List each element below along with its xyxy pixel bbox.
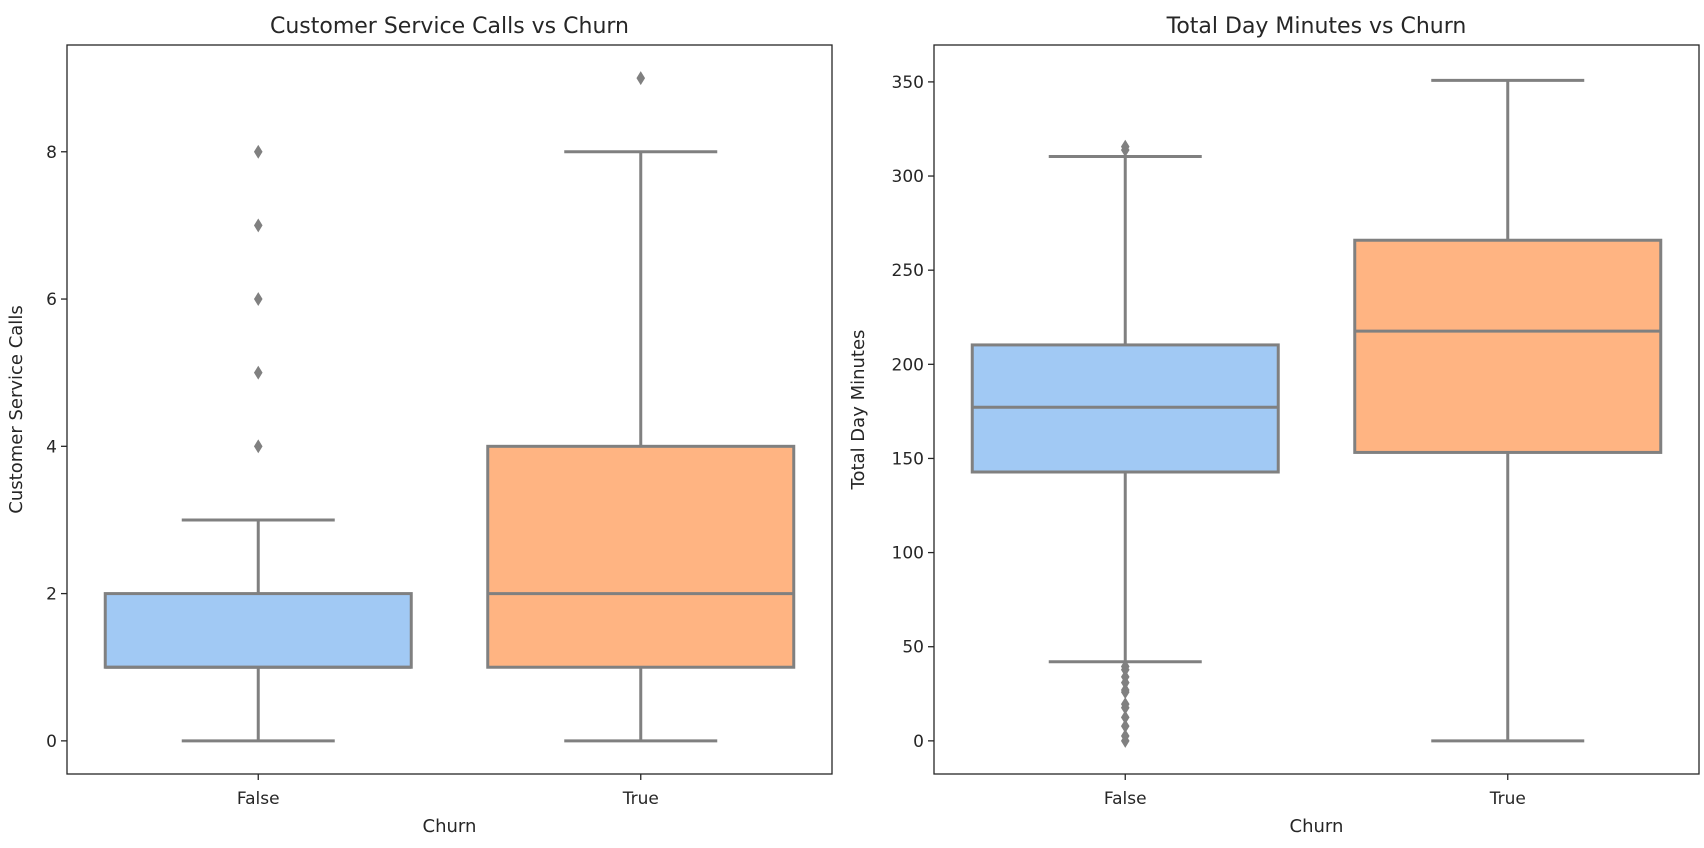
panel2-x-tick-label-false: False: [1104, 789, 1147, 809]
panel1-axes-frame: [66, 44, 833, 775]
panel1-box-true: [486, 444, 796, 669]
panel1-box-true-outlier: [636, 71, 646, 86]
panel1-box-false-outlier: [253, 144, 263, 159]
panel1-box-false-outlier: [253, 292, 263, 306]
panel2-x-axis-label: Churn: [1290, 816, 1344, 837]
panel1-y-axis-label: Customer Service Calls: [6, 305, 27, 513]
panel2-box-false-outlier: [1120, 697, 1130, 712]
panel1-box-false-outlier: [253, 218, 263, 233]
panel1-chart-title: Customer Service Calls vs Churn: [270, 14, 629, 39]
panel2-y-tick-label: 100: [892, 544, 924, 564]
panel1-y-tick-label: 2: [46, 585, 57, 605]
panel1-x-axis-label: Churn: [423, 816, 477, 837]
panel2-y-tick-label: 200: [892, 355, 924, 375]
panel2-y-tick-label: 300: [892, 167, 924, 187]
panel2-y-tick-label: 150: [892, 449, 924, 469]
panel2-box-false-outlier: [1120, 669, 1130, 684]
panel2-box-false-outlier: [1120, 710, 1130, 725]
panel2-y-tick-label: 50: [902, 638, 924, 658]
panel2-x-tick-label-true: True: [1489, 789, 1526, 809]
panel2-box-false-outlier: [1120, 683, 1130, 697]
panel2-y-tick-label: 250: [892, 261, 924, 281]
panel2-y-tick-label: 350: [892, 73, 924, 93]
panel2-box-false-outlier: [1120, 729, 1130, 743]
panel1-box-false: [103, 592, 413, 669]
panel2-box-false-outlier: [1120, 719, 1130, 734]
panel2-y-tick-label: 0: [913, 732, 924, 752]
panel1-y-tick-label: 6: [46, 290, 57, 310]
panel1-x-tick-label-true: True: [622, 789, 659, 809]
panel1-box-false-outlier: [253, 365, 263, 380]
panel1-y-tick-label: 8: [46, 143, 57, 163]
panel2-box-true: [1353, 238, 1663, 454]
panel1-box-false-outlier: [253, 439, 263, 454]
panel2-box-false-outlier: [1120, 139, 1130, 154]
panel2-axes-frame: [933, 44, 1700, 775]
panel2-box-false-outlier: [1120, 659, 1130, 674]
panel1-y-tick-label: 0: [46, 732, 57, 752]
panel1-y-tick-label: 4: [46, 437, 57, 457]
panel2-chart-title: Total Day Minutes vs Churn: [1166, 14, 1467, 39]
panel1-x-tick-label-false: False: [237, 789, 280, 809]
panel2-y-axis-label: Total Day Minutes: [848, 330, 869, 491]
